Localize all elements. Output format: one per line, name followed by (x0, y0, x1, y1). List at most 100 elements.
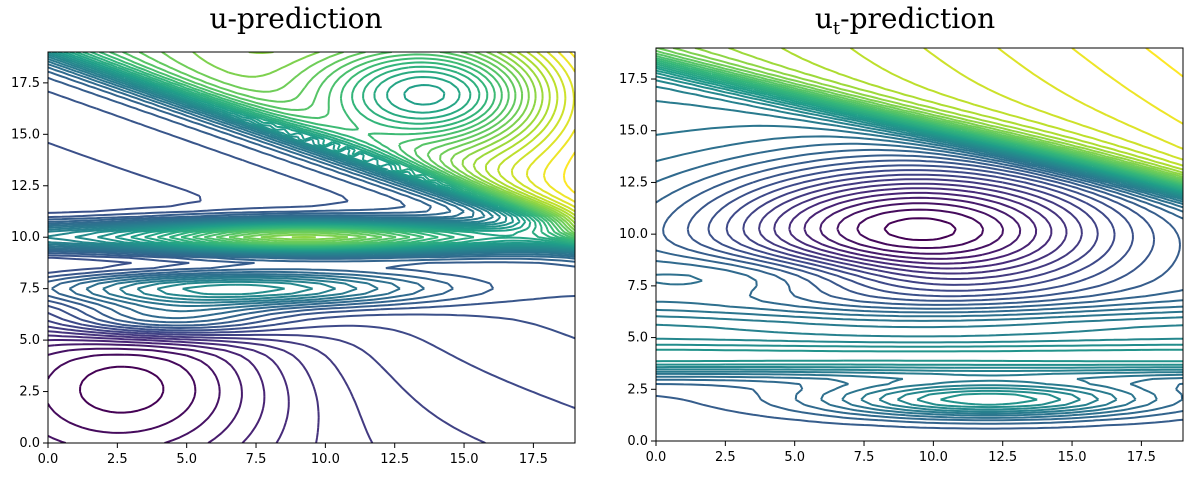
left-x-tick-label: 10.0 (311, 452, 340, 467)
right-y-tick-label: 15.0 (619, 124, 648, 139)
left-x-tick-label: 0.0 (38, 452, 59, 467)
left-contour-level-17 (48, 58, 575, 304)
left-contour-level-34 (248, 52, 575, 239)
left-contour-level-7 (48, 325, 374, 443)
left-contour-level-37 (497, 52, 575, 217)
right-y-axis: 0.0 2.5 5.0 7.5 10.0 12.5 15.0 17.5 (619, 72, 656, 449)
right-contour-level-5 (788, 187, 1053, 270)
right-x-tick-label: 12.5 (988, 450, 1017, 465)
right-contour-level-13 (656, 148, 1183, 425)
left-contour-level-2 (48, 347, 221, 443)
left-contour-level-3 (48, 343, 243, 443)
left-x-tick-label: 15.0 (450, 452, 479, 467)
right-contour-level-7 (758, 178, 1083, 280)
left-x-axis: 0.0 2.5 5.0 7.5 10.0 12.5 15.0 17.5 (38, 443, 548, 467)
left-contour-level-15 (48, 63, 575, 313)
right-x-tick-label: 15.0 (1058, 450, 1087, 465)
left-contour-lines (48, 52, 575, 443)
right-chart: 0.0 2.5 5.0 7.5 10.0 12.5 15.0 17.5 0.0 2.5 5.0 7.… (619, 47, 1184, 465)
right-x-tick-label: 5.0 (784, 450, 805, 465)
left-y-axis: 0.0 2.5 5.0 7.5 10.0 12.5 15.0 17.5 (11, 76, 48, 451)
left-contour-level-0 (79, 365, 165, 414)
right-contour-lines (656, 48, 1183, 430)
right-contour-level-10 (707, 164, 1134, 298)
right-contour-level-4 (803, 191, 1038, 265)
left-chart-title: u-prediction (209, 2, 382, 35)
right-contour-level-23 (656, 67, 1183, 193)
right-title-subscript: t (833, 18, 841, 39)
right-contour-level-21 (656, 72, 1183, 406)
left-contour-level-27 (90, 52, 575, 248)
right-contour-level-16 (656, 124, 1183, 417)
right-x-tick-label: 10.0 (919, 450, 948, 465)
left-contour-level-39 (525, 52, 575, 208)
left-x-tick-label: 5.0 (176, 452, 197, 467)
left-x-tick-label: 17.5 (519, 452, 548, 467)
right-contour-level-35 (728, 48, 1183, 174)
left-contour-level-31 (138, 52, 575, 244)
right-x-tick-label: 7.5 (854, 450, 875, 465)
right-contour-level-25 (656, 63, 1183, 190)
right-contour-level-17 (656, 100, 1183, 415)
right-x-axis: 0.0 2.5 5.0 7.5 10.0 12.5 15.0 17.5 (646, 441, 1156, 465)
right-x-tick-label: 17.5 (1127, 450, 1156, 465)
right-y-tick-label: 5.0 (627, 331, 648, 346)
left-contour-level-33 (192, 52, 575, 241)
right-y-tick-label: 10.0 (619, 227, 648, 242)
left-contour-level-12 (48, 76, 575, 327)
right-contour-level-39 (997, 48, 1183, 150)
right-contour-level-14 (656, 142, 1183, 422)
right-contour-level-32 (656, 48, 1183, 180)
right-contour-level-2 (836, 202, 1005, 255)
right-title-base: u (815, 2, 833, 35)
right-contour-level-12 (656, 154, 1183, 430)
right-contour-level-40 (1071, 48, 1183, 125)
right-contour-level-33 (672, 48, 1183, 179)
left-contour-level-38 (510, 52, 575, 213)
right-contour-level-31 (656, 49, 1183, 182)
right-contour-level-19 (656, 79, 1183, 411)
right-contour-level-26 (656, 61, 1183, 189)
right-contour-level-3 (819, 196, 1022, 260)
left-contour-level-9 (48, 311, 575, 410)
left-contour-level-36 (484, 52, 575, 220)
right-x-tick-label: 0.0 (646, 450, 667, 465)
left-contour-level-11 (48, 90, 575, 329)
left-y-tick-label: 12.5 (11, 179, 40, 194)
left-contour-level-14 (48, 66, 575, 320)
right-contour-level-11 (686, 159, 1156, 302)
right-contour-level-15 (656, 135, 1183, 419)
left-contour-level-8 (48, 319, 486, 443)
right-contour-level-9 (725, 169, 1116, 292)
left-chart: 0.0 2.5 5.0 7.5 10.0 12.5 15.0 17.5 0.0 2.5 5.0 7.… (11, 51, 576, 467)
left-x-tick-label: 12.5 (380, 452, 409, 467)
right-y-tick-label: 7.5 (627, 279, 648, 294)
right-plot-frame (655, 47, 1184, 442)
left-y-tick-label: 17.5 (11, 76, 40, 91)
left-contour-level-1 (48, 353, 197, 434)
right-contour-level-27 (656, 59, 1183, 188)
right-chart-title: ut-prediction (815, 2, 995, 39)
left-y-tick-label: 15.0 (11, 127, 40, 142)
left-contour-level-10 (48, 141, 575, 340)
left-plot-frame (47, 51, 576, 444)
left-y-tick-label: 10.0 (11, 230, 40, 245)
left-contour-level-32 (161, 52, 575, 243)
right-contour-level-8 (742, 173, 1099, 286)
right-contour-level-37 (850, 48, 1183, 167)
right-contour-level-38 (923, 48, 1183, 161)
left-y-tick-label: 0.0 (19, 436, 40, 451)
right-y-tick-label: 2.5 (627, 382, 648, 397)
left-contour-level-6 (48, 330, 320, 443)
right-contour-level-24 (656, 65, 1183, 192)
right-contour-level-41 (1145, 48, 1183, 78)
left-contour-level-4 (48, 339, 266, 443)
right-contour-level-0 (883, 217, 957, 241)
right-contour-level-18 (656, 85, 1183, 413)
left-y-tick-label: 2.5 (19, 385, 40, 400)
left-y-tick-label: 5.0 (19, 333, 40, 348)
right-contour-level-30 (656, 52, 1183, 184)
right-x-tick-label: 2.5 (715, 450, 736, 465)
left-x-tick-label: 2.5 (107, 452, 128, 467)
